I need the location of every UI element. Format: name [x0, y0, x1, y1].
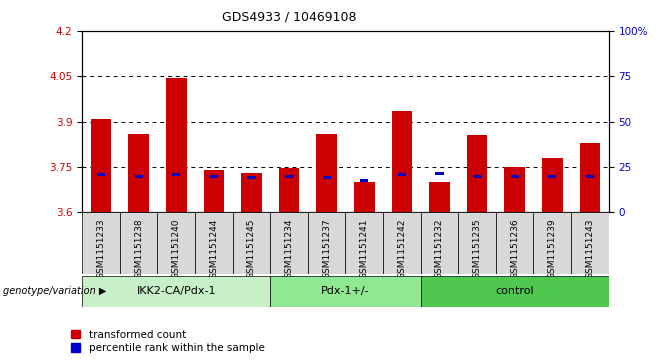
Bar — [511, 175, 519, 178]
Bar — [436, 172, 443, 175]
Bar — [354, 182, 374, 212]
Text: GSM1151245: GSM1151245 — [247, 219, 256, 279]
Bar — [548, 175, 557, 178]
Bar — [166, 78, 187, 212]
Bar — [172, 173, 180, 176]
Bar — [458, 212, 496, 274]
Text: GDS4933 / 10469108: GDS4933 / 10469108 — [222, 11, 357, 24]
Bar — [345, 212, 383, 274]
Bar — [241, 173, 262, 212]
Text: GSM1151242: GSM1151242 — [397, 219, 407, 279]
Bar — [580, 143, 600, 212]
Bar — [203, 170, 224, 212]
Legend: transformed count, percentile rank within the sample: transformed count, percentile rank withi… — [71, 330, 265, 353]
Text: GSM1151233: GSM1151233 — [97, 219, 105, 279]
Bar — [360, 179, 368, 182]
Bar — [571, 212, 609, 274]
Bar — [157, 212, 195, 274]
Bar — [467, 135, 488, 212]
Bar — [270, 212, 308, 274]
Text: GSM1151234: GSM1151234 — [284, 219, 293, 279]
Bar — [383, 212, 420, 274]
Bar — [542, 158, 563, 212]
Text: GSM1151240: GSM1151240 — [172, 219, 181, 279]
Bar — [316, 134, 337, 212]
Bar — [504, 167, 525, 212]
Bar — [420, 276, 609, 307]
Bar — [397, 173, 406, 176]
Bar — [247, 176, 255, 179]
Bar — [195, 212, 233, 274]
Bar — [97, 173, 105, 176]
Text: control: control — [495, 286, 534, 296]
Bar — [308, 212, 345, 274]
Bar — [285, 175, 293, 178]
Bar — [473, 175, 481, 178]
Text: GSM1151232: GSM1151232 — [435, 219, 444, 279]
Bar — [534, 212, 571, 274]
Text: IKK2-CA/Pdx-1: IKK2-CA/Pdx-1 — [136, 286, 216, 296]
Bar — [420, 212, 458, 274]
Text: GSM1151243: GSM1151243 — [586, 219, 594, 279]
Text: GSM1151244: GSM1151244 — [209, 219, 218, 279]
Text: GSM1151236: GSM1151236 — [510, 219, 519, 279]
Bar — [233, 212, 270, 274]
Text: GSM1151241: GSM1151241 — [360, 219, 368, 279]
Text: Pdx-1+/-: Pdx-1+/- — [321, 286, 370, 296]
Bar — [120, 212, 157, 274]
Text: genotype/variation ▶: genotype/variation ▶ — [3, 286, 107, 296]
Bar — [586, 175, 594, 178]
Text: GSM1151235: GSM1151235 — [472, 219, 482, 279]
Bar — [429, 182, 450, 212]
Bar — [82, 276, 270, 307]
Bar — [392, 111, 412, 212]
Text: GSM1151239: GSM1151239 — [547, 219, 557, 279]
Bar — [270, 276, 420, 307]
Bar — [128, 134, 149, 212]
Bar — [82, 212, 120, 274]
Bar — [134, 175, 143, 178]
Text: GSM1151238: GSM1151238 — [134, 219, 143, 279]
Bar — [496, 212, 534, 274]
Bar — [322, 176, 331, 179]
Bar — [210, 175, 218, 178]
Text: GSM1151237: GSM1151237 — [322, 219, 331, 279]
Bar — [279, 168, 299, 212]
Bar — [91, 119, 111, 212]
